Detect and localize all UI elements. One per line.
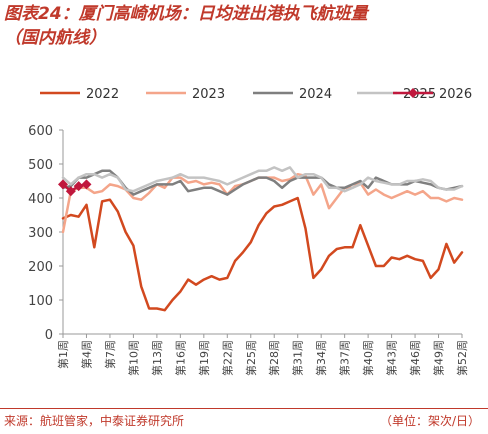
y-tick-label: 100 <box>28 294 53 309</box>
chart-title-line2: （国内航线） <box>4 28 106 48</box>
series-line-2022 <box>61 196 464 312</box>
legend-label-2025: 2025 <box>403 87 436 102</box>
data-point-2026 <box>65 186 76 197</box>
data-point-2026 <box>81 179 92 190</box>
y-tick-label: 300 <box>28 226 53 241</box>
x-tick-label: 第34周 <box>314 340 328 376</box>
y-tick-label: 200 <box>28 260 53 275</box>
unit-note: （单位：架次/日） <box>379 414 480 428</box>
x-tick-label: 第43周 <box>385 340 399 376</box>
legend-item-2022: 2022 <box>40 87 119 102</box>
legend-label-2026: 2026 <box>439 87 472 102</box>
y-tick-label: 600 <box>28 124 53 139</box>
x-tick-label: 第1周 <box>56 340 70 369</box>
x-tick-label: 第28周 <box>267 340 281 376</box>
y-tick-label: 0 <box>45 328 53 343</box>
x-tick-label: 第22周 <box>220 340 234 376</box>
x-tick-label: 第52周 <box>455 340 469 376</box>
legend-item-2023: 2023 <box>146 87 225 102</box>
line-chart: 2022 2023 2024 2025 2026 0 100 200 300 400 500 600 第… <box>28 87 472 376</box>
y-tick-label: 400 <box>28 192 53 207</box>
chart-title: 图表24：厦门高崎机场：日均进出港执飞航班量 （国内航线） <box>4 2 484 50</box>
x-tick-label: 第40周 <box>361 340 375 376</box>
legend-label-2023: 2023 <box>192 87 225 102</box>
footer-divider <box>0 408 488 409</box>
x-tick-label: 第19周 <box>197 340 211 376</box>
x-tick-label: 第49周 <box>432 340 446 376</box>
legend-item-2026: 2026 <box>393 87 472 102</box>
legend-label-2022: 2022 <box>86 87 119 102</box>
x-tick-label: 第25周 <box>244 340 258 376</box>
x-tick-label: 第31周 <box>291 340 305 376</box>
x-tick-label: 第37周 <box>338 340 352 376</box>
x-tick-label: 第10周 <box>126 340 140 376</box>
data-point-2026 <box>58 179 68 190</box>
x-tick-label: 第7周 <box>103 340 117 369</box>
series-line-2025 <box>61 166 464 193</box>
x-tick-label: 第46周 <box>408 340 422 376</box>
x-tick-label: 第16周 <box>173 340 187 376</box>
x-tick-label: 第13周 <box>150 340 164 376</box>
data-point-2026 <box>73 181 84 192</box>
legend-label-2024: 2024 <box>299 87 332 102</box>
source-note: 来源：航班管家，中泰证券研究所 <box>4 414 185 428</box>
chart-title-line1: 图表24：厦门高崎机场：日均进出港执飞航班量 <box>4 4 368 24</box>
legend-item-2025: 2025 <box>357 87 436 102</box>
legend-item-2024: 2024 <box>253 87 332 102</box>
legend-marker-2026 <box>408 88 418 98</box>
x-tick-label: 第4周 <box>79 340 93 369</box>
y-tick-label: 500 <box>28 158 53 173</box>
